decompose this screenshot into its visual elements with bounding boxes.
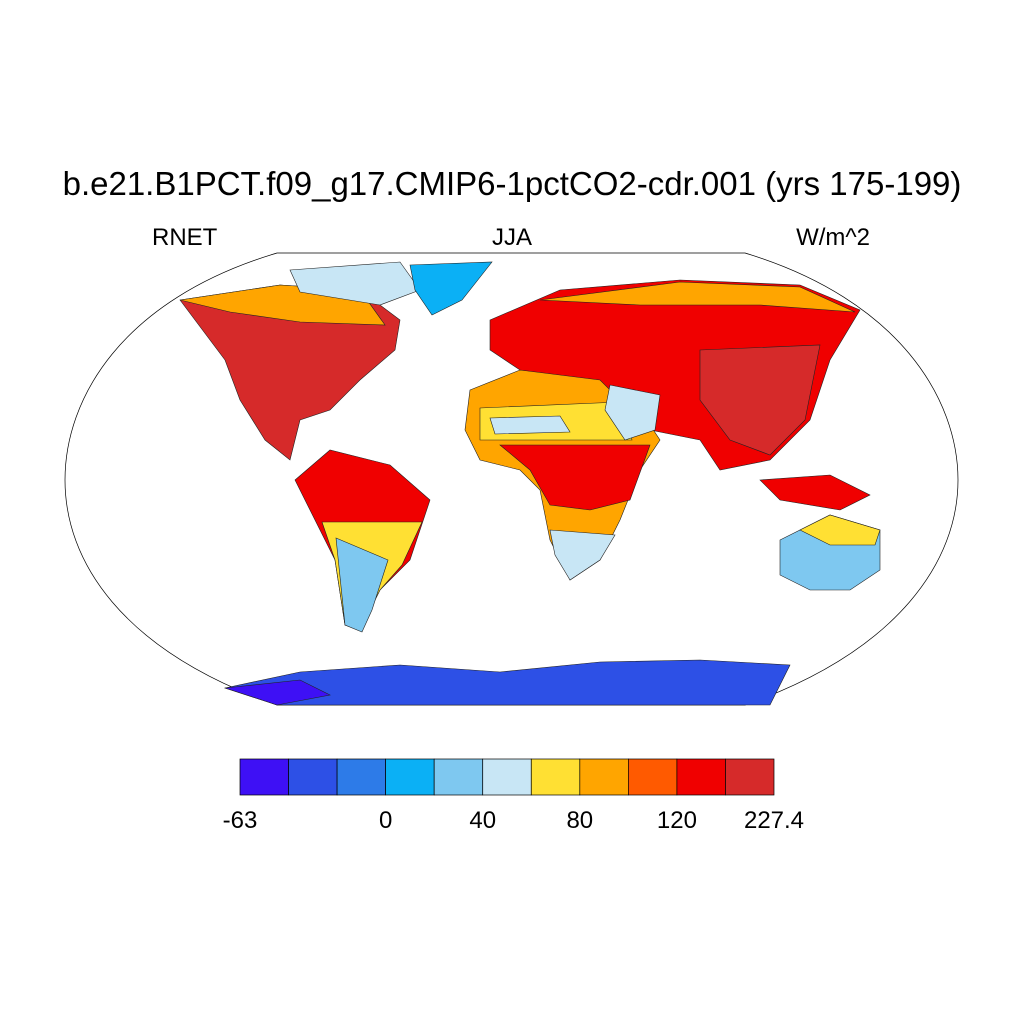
colorbar: -63 0 40 80 120 227.4 (223, 758, 804, 834)
map (64, 252, 959, 706)
colorbar-box (725, 758, 775, 796)
colorbar-label: -63 (223, 807, 258, 834)
colorbar-box (676, 758, 726, 796)
colorbar-label: 227.4 (744, 807, 804, 834)
season-label: JJA (492, 224, 532, 251)
colorbar-box (239, 758, 289, 796)
colorbar-box (482, 758, 532, 796)
variable-label: RNET (152, 224, 218, 251)
colorbar-label: 40 (469, 807, 496, 834)
colorbar-label: 80 (566, 807, 593, 834)
colorbar-label: 0 (379, 807, 392, 834)
colorbar-box (579, 758, 629, 796)
land (179, 261, 881, 706)
colorbar-box (530, 758, 581, 796)
colorbar-label: 120 (657, 807, 697, 834)
title: b.e21.B1PCT.f09_g17.CMIP6-1pctCO2-cdr.00… (63, 165, 962, 202)
colorbar-box (288, 758, 338, 796)
colorbar-box (433, 758, 484, 796)
colorbar-box (385, 758, 435, 796)
colorbar-box (336, 758, 386, 796)
units-label: W/m^2 (796, 224, 870, 251)
colorbar-box (628, 758, 678, 796)
